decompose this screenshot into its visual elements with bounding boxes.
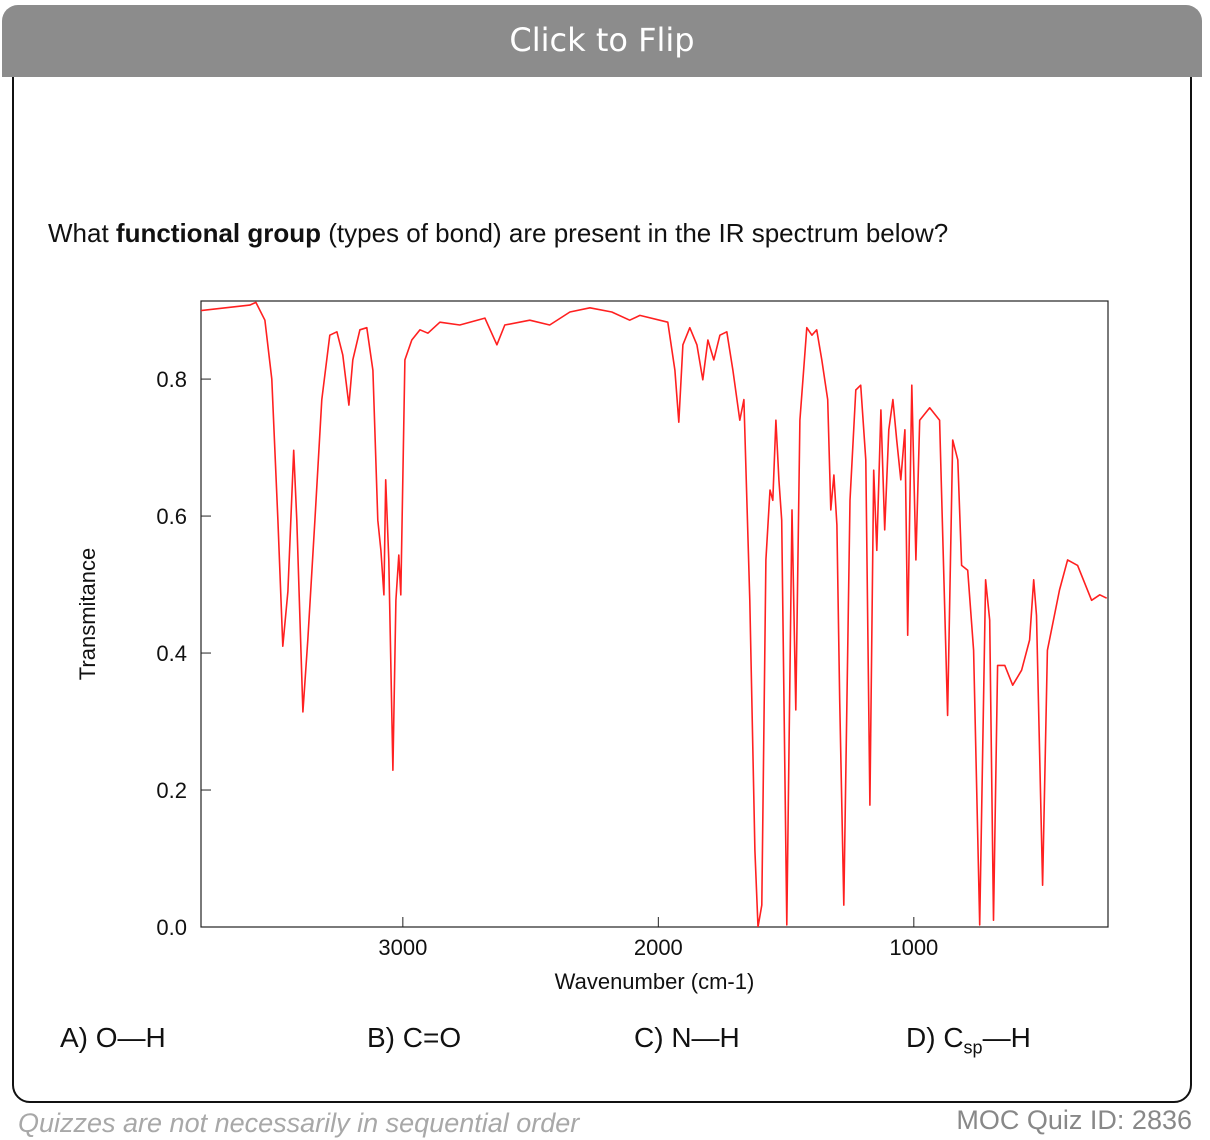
x-axis-label: Wavenumber (cm-1): [555, 969, 755, 994]
spectrum-line: [201, 301, 1108, 927]
flip-button[interactable]: Click to Flip: [2, 5, 1202, 77]
x-tick-label: 3000: [378, 935, 427, 960]
y-axis-label: Transmitance: [75, 548, 100, 680]
y-tick-label: 0.0: [156, 915, 187, 940]
x-tick-label: 1000: [889, 935, 938, 960]
y-tick-label: 0.4: [156, 641, 187, 666]
x-tick-label: 2000: [634, 935, 683, 960]
option[interactable]: B) C=O: [367, 1022, 462, 1053]
option-subscript: sp: [963, 1037, 983, 1058]
question-bold: functional group: [115, 218, 322, 248]
quiz-id: MOC Quiz ID: 2836: [956, 1105, 1192, 1135]
footer-note: Quizzes are not necessarily in sequentia…: [18, 1108, 580, 1138]
option[interactable]: A) O—H: [60, 1022, 166, 1053]
option[interactable]: C) N—H: [634, 1022, 740, 1053]
y-tick-label: 0.8: [156, 367, 187, 392]
question-text: (types of bond) are present in the IR sp…: [321, 218, 949, 248]
y-tick-label: 0.2: [156, 778, 187, 803]
option[interactable]: D) Csp—H: [906, 1022, 1031, 1059]
question-text: What: [48, 218, 116, 248]
option-text: D) C: [906, 1022, 964, 1053]
question: What functional group (types of bond) ar…: [48, 218, 948, 249]
option-text: —H: [982, 1022, 1031, 1053]
y-tick-label: 0.6: [156, 504, 187, 529]
plot-frame: [200, 300, 1109, 928]
